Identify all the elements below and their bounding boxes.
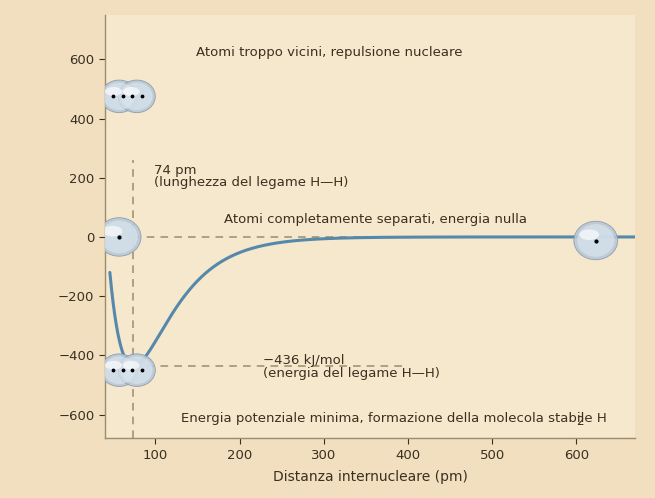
Ellipse shape [103, 83, 135, 110]
Ellipse shape [580, 230, 599, 240]
Ellipse shape [103, 356, 135, 384]
Ellipse shape [121, 356, 153, 384]
Text: Energia potenziale minima, formazione della molecola stabile H: Energia potenziale minima, formazione de… [181, 412, 607, 425]
Ellipse shape [105, 361, 122, 370]
Ellipse shape [101, 354, 138, 386]
Ellipse shape [123, 87, 140, 96]
Ellipse shape [105, 87, 122, 96]
Ellipse shape [103, 226, 122, 237]
Ellipse shape [123, 361, 140, 370]
Ellipse shape [97, 218, 141, 256]
Ellipse shape [101, 80, 138, 113]
Text: (energia del legame H—H): (energia del legame H—H) [263, 367, 440, 380]
Ellipse shape [100, 221, 138, 253]
Ellipse shape [574, 221, 618, 260]
Ellipse shape [577, 224, 614, 257]
Text: Atomi troppo vicini, repulsione nucleare: Atomi troppo vicini, repulsione nucleare [196, 46, 462, 59]
Ellipse shape [119, 80, 155, 113]
Ellipse shape [119, 354, 155, 386]
Text: Atomi completamente separati, energia nulla: Atomi completamente separati, energia nu… [225, 213, 527, 226]
X-axis label: Distanza internucleare (pm): Distanza internucleare (pm) [272, 470, 468, 484]
Text: (lunghezza del legame H—H): (lunghezza del legame H—H) [154, 176, 348, 189]
Ellipse shape [121, 83, 153, 110]
Text: −436 kJ/mol: −436 kJ/mol [263, 354, 345, 367]
Text: 74 pm: 74 pm [154, 163, 196, 176]
Text: 2: 2 [576, 415, 584, 428]
